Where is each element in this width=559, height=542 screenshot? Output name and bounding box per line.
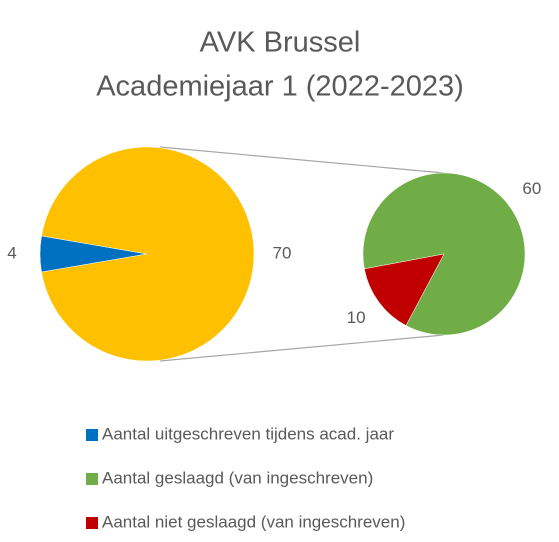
pie-slice bbox=[364, 253, 445, 326]
data-label: 70 bbox=[273, 243, 292, 262]
legend-swatch bbox=[86, 517, 98, 529]
legend-swatch bbox=[86, 429, 98, 441]
legend-label: Aantal niet geslaagd (van ingeschreven) bbox=[102, 512, 405, 531]
chart-title: Academiejaar 1 (2022-2023) bbox=[96, 71, 464, 103]
data-label: 4 bbox=[7, 243, 16, 262]
legend-label: Aantal uitgeschreven tijdens acad. jaar bbox=[102, 424, 394, 443]
legend-swatch bbox=[86, 473, 98, 485]
connector-line bbox=[159, 146, 445, 174]
data-label: 10 bbox=[347, 308, 366, 327]
chart-title: AVK Brussel bbox=[200, 27, 361, 59]
connector-line bbox=[159, 334, 445, 362]
legend-label: Aantal geslaagd (van ingeschreven) bbox=[102, 468, 373, 487]
data-label: 60 bbox=[522, 179, 541, 198]
pie-slice bbox=[41, 146, 255, 362]
